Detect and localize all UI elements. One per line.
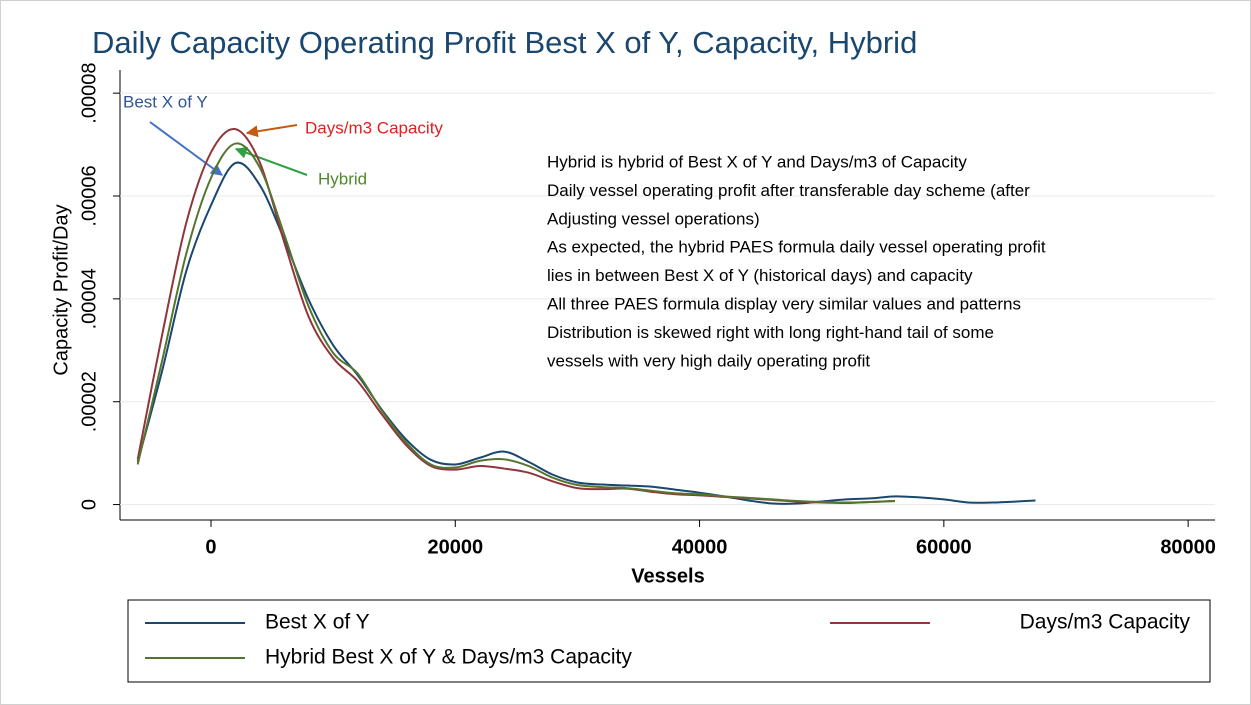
arrow [149, 121, 223, 176]
x-tick-label: 80000 [1160, 536, 1216, 558]
note-line: Daily vessel operating profit after tran… [547, 181, 1030, 200]
x-tick-label: 60000 [916, 536, 972, 558]
legend-label: Days/m3 Capacity [1020, 611, 1191, 634]
note-line: All three PAES formula display very simi… [547, 294, 1021, 313]
note-line: lies in between Best X of Y (historical … [547, 266, 973, 285]
annotation: Hybrid [318, 169, 367, 188]
y-tick-label: .00002 [78, 371, 100, 432]
x-tick-label: 40000 [672, 536, 728, 558]
arrow [245, 124, 298, 138]
note-line: vessels with very high daily operating p… [547, 351, 870, 370]
chart-title: Daily Capacity Operating Profit Best X o… [92, 25, 917, 60]
y-tick-label: .00004 [78, 268, 100, 329]
note-line: As expected, the hybrid PAES formula dai… [547, 238, 1046, 257]
note-line: Hybrid is hybrid of Best X of Y and Days… [547, 152, 967, 171]
legend-box [127, 599, 1211, 683]
arrow [234, 147, 308, 176]
y-tick-label: 0 [78, 499, 100, 510]
legend-label: Hybrid Best X of Y & Days/m3 Capacity [265, 646, 632, 669]
x-axis-label: Vessels [631, 565, 704, 587]
note-line: Distribution is skewed right with long r… [547, 323, 994, 342]
x-tick-label: 0 [205, 536, 216, 558]
y-tick-label: .00008 [78, 63, 100, 124]
series-line [136, 161, 1036, 505]
note-line: Adjusting vessel operations) [547, 209, 760, 228]
annotation: Best X of Y [123, 92, 208, 111]
series-line [136, 142, 896, 504]
annotation: Days/m3 Capacity [305, 118, 443, 137]
y-tick-label: .00006 [78, 165, 100, 226]
y-axis-label: Capacity Profit/Day [50, 204, 72, 375]
legend-label: Best X of Y [265, 611, 370, 634]
x-tick-label: 20000 [427, 536, 483, 558]
